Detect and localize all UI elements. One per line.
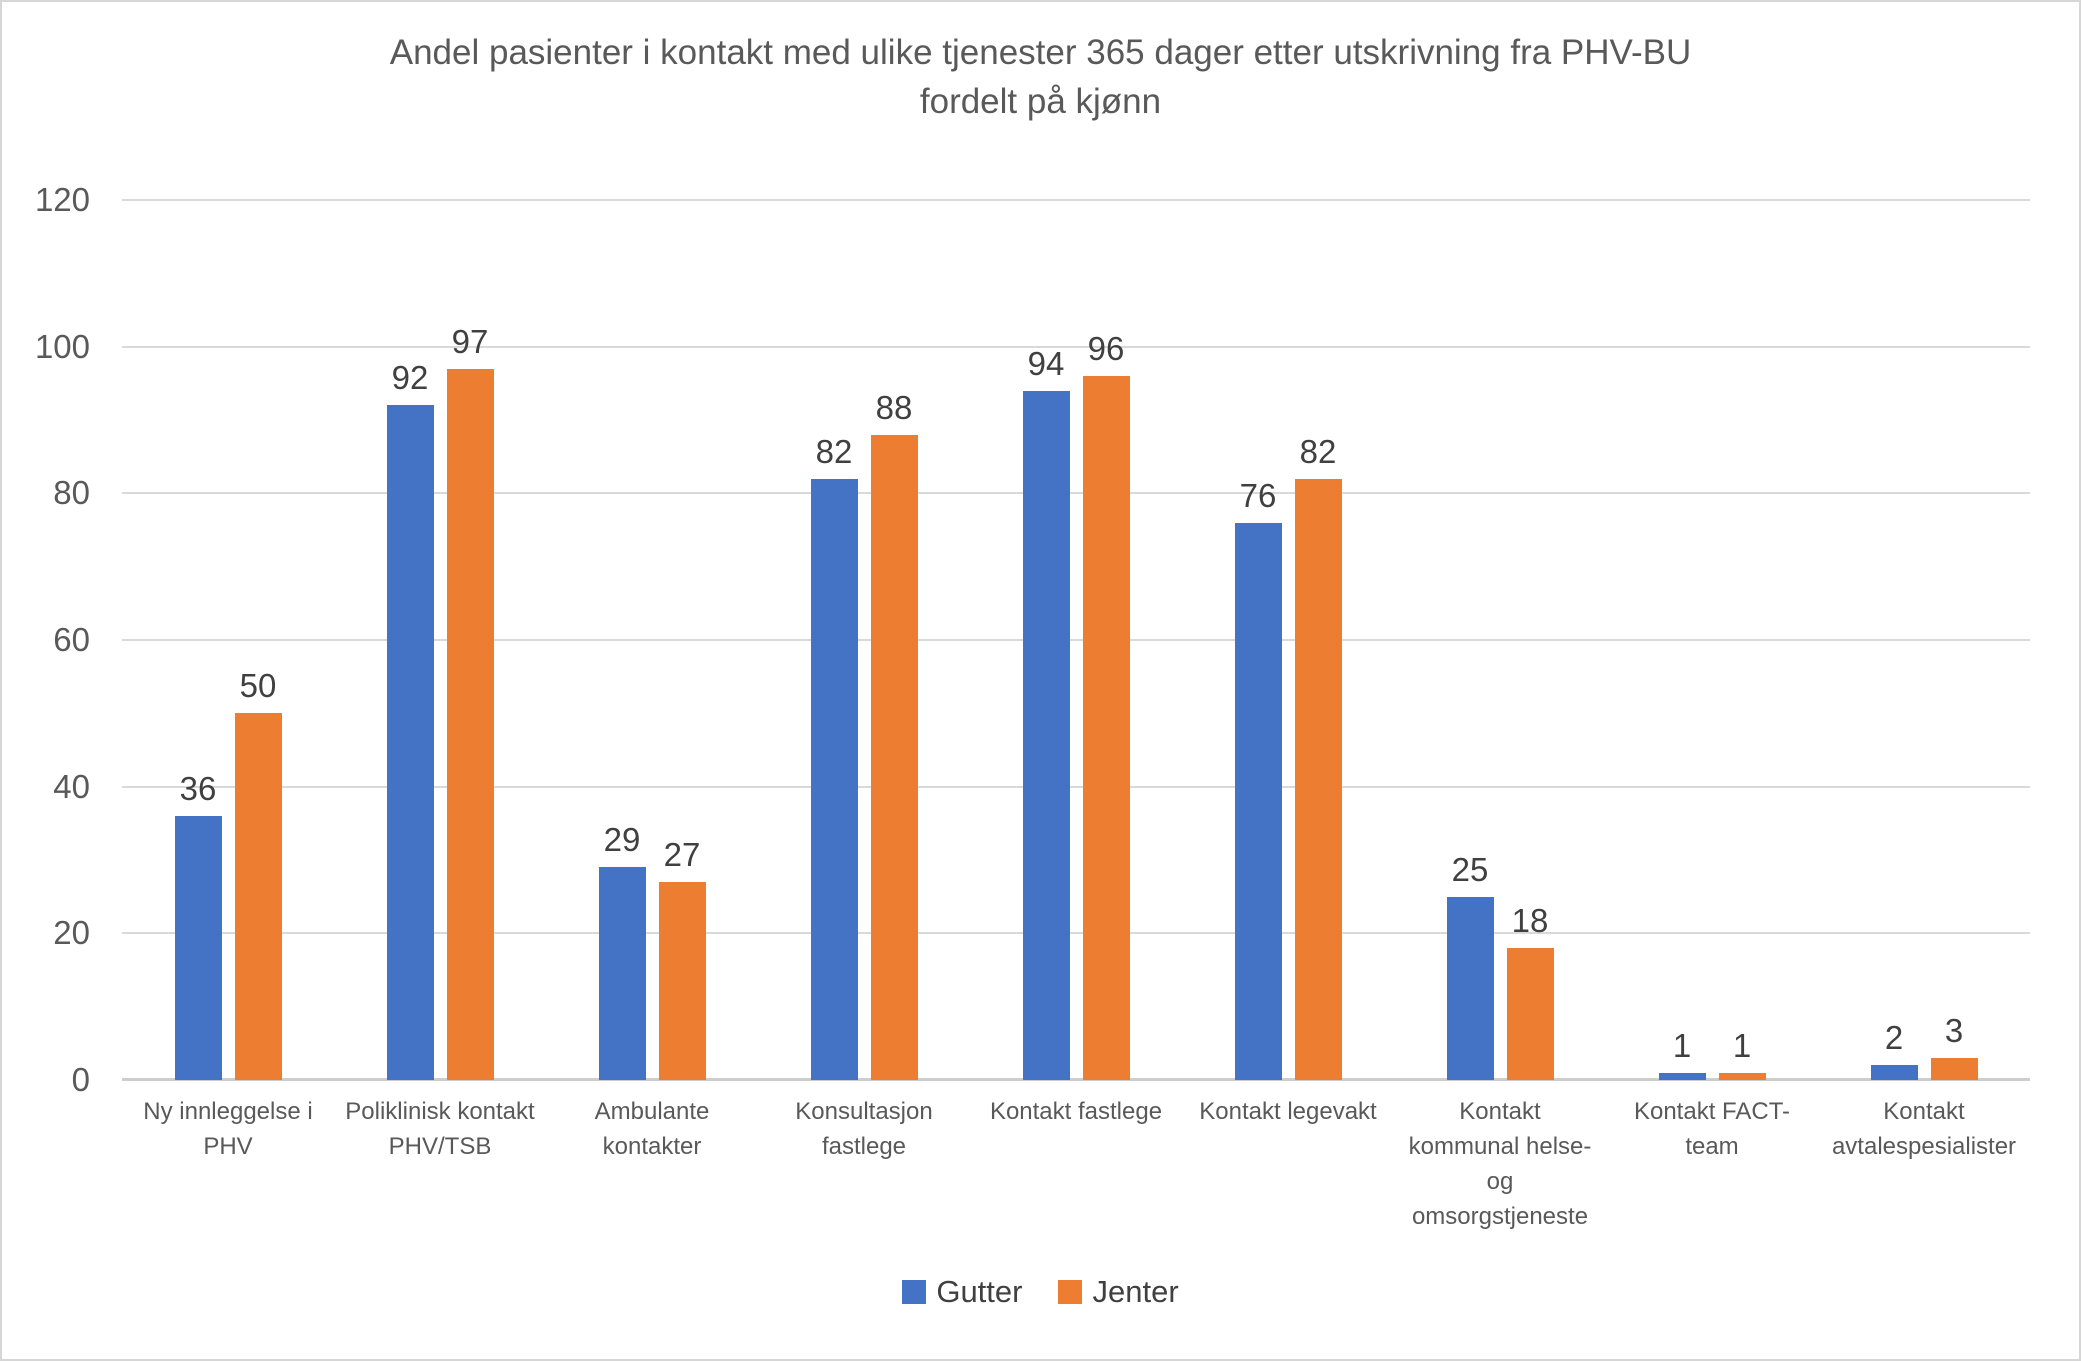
x-category-label-5: Kontakt legevakt (1199, 1098, 1377, 1125)
value-label-jenter-0: 50 (239, 667, 277, 705)
legend-swatch-jenter (1058, 1280, 1083, 1304)
bar-jenter-8 (1930, 1058, 1978, 1080)
gridline-20 (122, 932, 2030, 935)
value-label-gutter-4: 94 (1027, 344, 1065, 382)
value-label-jenter-8: 3 (1944, 1012, 1964, 1049)
value-label-jenter-3: 88 (875, 388, 913, 426)
bar-gutter-0 (174, 816, 222, 1080)
y-tick-label-100: 100 (34, 327, 90, 365)
bar-jenter-6 (1506, 948, 1554, 1080)
chart-title: Andel pasienter i kontakt med ulike tjen… (389, 33, 1692, 121)
bar-jenter-0 (234, 713, 282, 1080)
bar-gutter-4 (1022, 390, 1070, 1080)
gridline-40 (122, 785, 2030, 788)
bar-jenter-7 (1718, 1072, 1766, 1080)
bar-gutter-5 (1234, 522, 1282, 1080)
value-label-gutter-7: 1 (1672, 1026, 1692, 1064)
legend-label-gutter: Gutter (936, 1274, 1023, 1309)
bar-group-1: 92 97 (334, 200, 546, 1080)
bar-gutter-6 (1446, 896, 1494, 1080)
bar-group-3: 82 88 (758, 200, 970, 1080)
x-category-label-3: Konsultasjon fastlege (795, 1098, 933, 1160)
gridline-100 (122, 345, 2030, 348)
legend-item-gutter: Gutter (902, 1274, 1022, 1310)
x-category-label-7: Kontakt FACT- team (1633, 1098, 1791, 1160)
bar-jenter-5 (1294, 478, 1342, 1080)
y-tick-label-20: 20 (53, 914, 90, 952)
legend: Gutter Jenter (2, 1274, 2079, 1310)
bar-group-4: 94 96 (970, 200, 1182, 1080)
value-label-gutter-3: 82 (815, 432, 853, 470)
bar-group-2: 29 27 (546, 200, 758, 1080)
x-category-label-1: Poliklinisk kontakt PHV/TSB (345, 1098, 535, 1160)
bar-jenter-2 (658, 882, 706, 1080)
value-label-jenter-1: 97 (451, 322, 489, 360)
y-tick-label-120: 120 (34, 181, 90, 218)
gridline-120 (122, 199, 2030, 201)
bar-group-5: 76 82 (1182, 200, 1394, 1080)
legend-item-jenter: Jenter (1058, 1274, 1179, 1310)
x-axis-line (122, 1078, 2030, 1081)
bar-gutter-3 (810, 478, 858, 1080)
x-category-label-8: Kontakt avtalespesialister (1831, 1098, 2017, 1160)
y-tick-label-80: 80 (53, 474, 90, 512)
value-label-jenter-7: 1 (1732, 1026, 1752, 1064)
legend-swatch-gutter (902, 1280, 927, 1304)
gridline-80 (122, 492, 2030, 495)
x-category-label-4: Kontakt fastlege (989, 1098, 1163, 1125)
bar-group-6: 25 18 (1394, 200, 1606, 1080)
bar-jenter-1 (446, 368, 494, 1080)
value-label-gutter-5: 76 (1239, 476, 1277, 514)
bar-jenter-4 (1082, 376, 1130, 1080)
value-label-gutter-0: 36 (179, 770, 217, 807)
value-label-jenter-4: 96 (1087, 330, 1125, 367)
bar-gutter-8 (1870, 1065, 1918, 1080)
bar-group-0: 36 50 (122, 200, 334, 1080)
x-category-label-2: Ambulante kontakter (594, 1098, 710, 1160)
value-label-jenter-2: 27 (663, 836, 701, 873)
value-label-jenter-6: 18 (1511, 902, 1549, 939)
bar-jenter-3 (870, 434, 918, 1080)
y-tick-label-40: 40 (53, 767, 90, 805)
value-label-gutter-6: 25 (1451, 850, 1489, 888)
y-tick-label-60: 60 (53, 621, 90, 658)
gridline-60 (122, 639, 2030, 641)
legend-label-jenter: Jenter (1092, 1274, 1179, 1309)
value-label-gutter-1: 92 (391, 359, 429, 397)
bar-gutter-7 (1658, 1072, 1706, 1080)
x-category-label-6: Kontakt kommunal helse- og omsorgstjenes… (1408, 1098, 1592, 1230)
value-label-jenter-5: 82 (1299, 432, 1337, 470)
bar-gutter-1 (386, 405, 434, 1080)
value-label-gutter-2: 29 (603, 821, 641, 859)
x-category-label-0: Ny innleggelse i PHV (143, 1098, 313, 1160)
bar-gutter-2 (598, 867, 646, 1080)
plot-area: 36 50 92 97 29 27 82 88 94 96 76 82 25 18 1 1 2 3 (122, 199, 2030, 1081)
value-label-gutter-8: 2 (1884, 1019, 1904, 1057)
y-tick-label-0: 0 (71, 1061, 90, 1098)
